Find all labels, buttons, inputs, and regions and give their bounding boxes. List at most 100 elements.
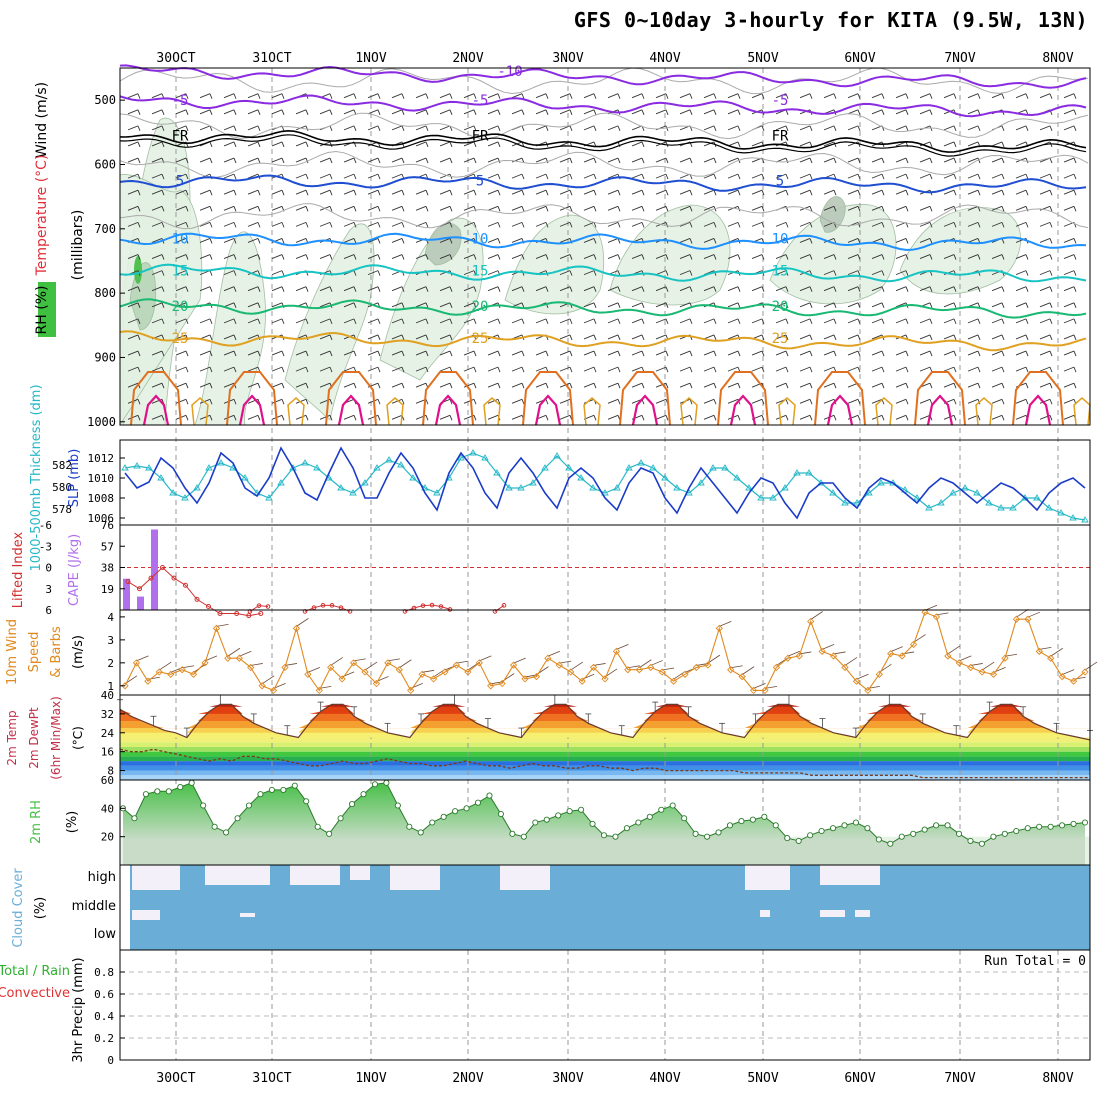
contour-label: -10 — [497, 64, 522, 80]
wind-barb-flag — [929, 286, 933, 292]
wind-barb — [559, 125, 571, 131]
wind-barb — [924, 604, 938, 611]
wind-barb — [1073, 676, 1086, 680]
wind-speed-marker — [498, 679, 506, 688]
wind-barb-flag — [833, 334, 837, 341]
wind-barb-flag — [713, 93, 717, 99]
wind-barb-flag — [305, 109, 309, 115]
wind-barb — [967, 318, 979, 324]
wind-barb — [367, 366, 379, 372]
wind-barb — [415, 157, 427, 163]
wind-barb-flag — [497, 206, 501, 212]
wind-barb — [199, 109, 211, 115]
rh-marker — [360, 791, 367, 798]
wind-barb — [753, 683, 766, 689]
wind-barb-flag — [1073, 173, 1077, 180]
rh-shade — [424, 222, 462, 266]
rh-marker — [933, 822, 940, 829]
slp-axis-label: SLP (mb) — [67, 449, 82, 508]
wind-barb — [871, 221, 883, 227]
temp-band — [120, 775, 1090, 780]
wind-barb — [895, 398, 907, 404]
thickness-marker — [1033, 494, 1041, 501]
wind-barb-flag — [977, 109, 981, 115]
lifted-index-marker — [329, 603, 335, 608]
wind-barb — [487, 286, 499, 292]
wind-barb — [631, 141, 643, 147]
wind-barb — [895, 157, 907, 163]
day-label-top: 5NOV — [747, 51, 778, 66]
wind-barb — [151, 302, 163, 308]
wind-barb — [199, 414, 211, 420]
contour-label: 10 — [472, 231, 489, 247]
wind-speed-marker — [509, 661, 518, 669]
wind-barb-flag — [521, 350, 525, 357]
wind-barb-flag — [401, 383, 405, 389]
wind-barb — [799, 189, 811, 195]
wind-barb — [151, 173, 163, 179]
wind-barb-flag — [401, 109, 405, 115]
wind-barb — [775, 414, 787, 420]
panel-frame-pr — [119, 949, 1091, 1061]
wind-barb — [895, 254, 907, 259]
wind-barb-flag — [545, 93, 549, 99]
wind-barb-flag — [305, 350, 309, 357]
wind-barb-flag — [1025, 334, 1029, 341]
wind-barb — [271, 93, 283, 99]
wind-barb — [199, 398, 211, 404]
wind-barb — [1015, 125, 1027, 131]
wind-barb — [127, 189, 139, 195]
wind-barb — [631, 125, 643, 131]
wind-speed-marker — [658, 668, 666, 676]
wind-barb — [463, 109, 475, 115]
cloud-axis-label: Cloud Cover — [11, 868, 26, 948]
wind-barb — [223, 125, 235, 131]
temp-band — [120, 765, 1090, 771]
rh-marker — [898, 833, 905, 840]
rh-marker — [131, 815, 138, 822]
wind-barb — [247, 318, 259, 324]
wind-barb — [127, 93, 139, 99]
wind-barb-flag — [1073, 190, 1077, 196]
wind-barb — [271, 382, 283, 388]
wind-barb — [570, 661, 583, 671]
wind-barb — [679, 221, 691, 227]
wind-barb-flag — [737, 222, 741, 228]
thickness-marker — [1045, 504, 1053, 511]
wind-barb — [415, 382, 427, 388]
wind-barb — [895, 318, 907, 324]
dewpoint-line — [119, 748, 1090, 779]
wind-barb — [607, 302, 619, 308]
wind-barb — [799, 238, 811, 243]
wind-barb — [847, 109, 859, 115]
wind-barb — [415, 125, 427, 131]
thickness-marker — [277, 479, 285, 486]
wind-barb-flag — [161, 173, 165, 180]
wind-barb-flag — [521, 93, 525, 99]
wind-barb — [439, 109, 451, 115]
wind-barb — [919, 157, 931, 163]
rh-marker — [681, 815, 688, 822]
wind-barb — [391, 157, 403, 163]
wind-barb — [679, 366, 691, 372]
rh-marker — [463, 805, 470, 812]
wind-barb — [511, 109, 523, 115]
wind-barb — [583, 189, 595, 195]
wind-speed-marker — [338, 675, 346, 683]
contour-label: 10 — [172, 231, 189, 247]
wind-barb — [175, 221, 187, 227]
wind-barb-flag — [905, 254, 909, 260]
wind-barb — [511, 254, 523, 259]
wind-barb-flag — [929, 399, 933, 405]
rh-contour — [119, 112, 1089, 140]
wind-barb-flag — [809, 318, 813, 325]
wind-barb-flag — [1001, 286, 1005, 292]
wind-barb — [799, 157, 811, 163]
wind-barb-flag — [377, 286, 381, 292]
wind-barb — [422, 669, 435, 673]
wind-barb — [199, 318, 211, 324]
wind-barb-flag — [617, 206, 621, 212]
wind-barb-flag — [881, 222, 885, 228]
wind-barb — [823, 350, 835, 356]
wind-barb — [703, 350, 715, 356]
